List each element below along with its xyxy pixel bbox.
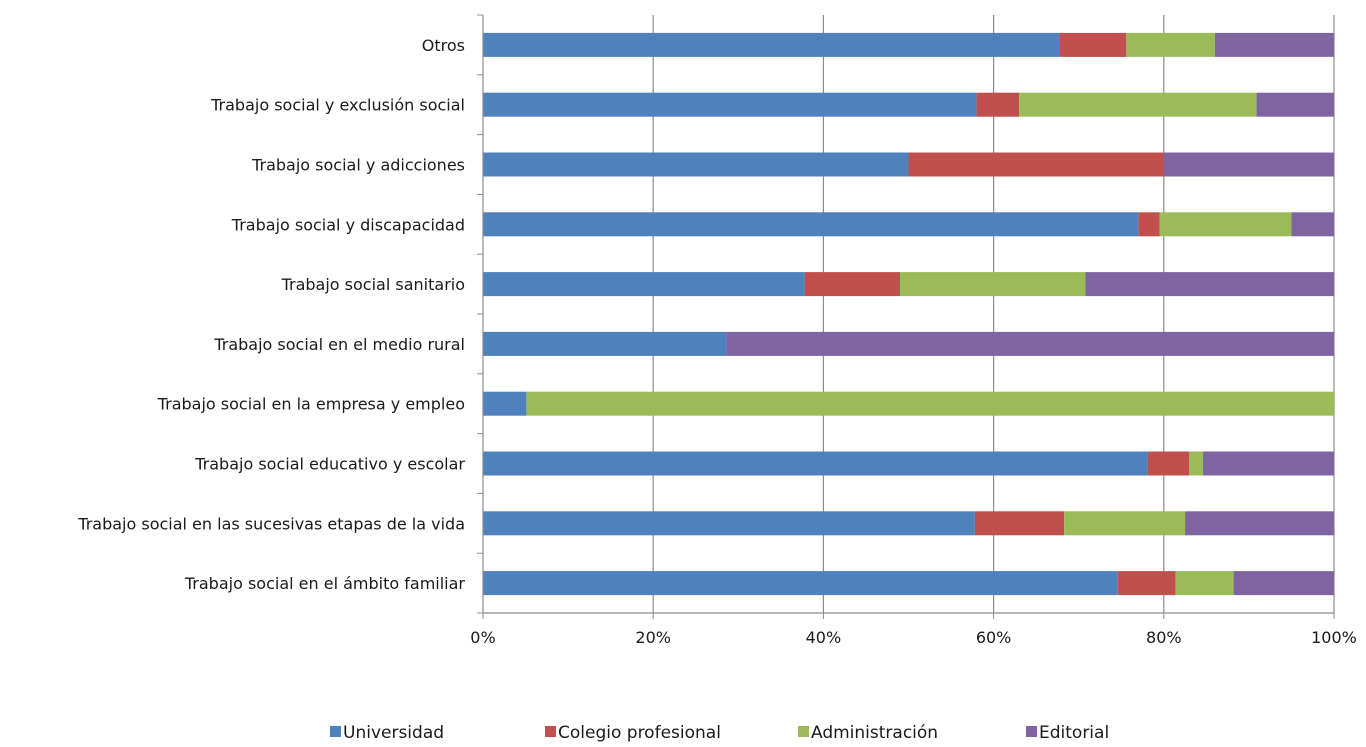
bar-segment	[1059, 32, 1127, 57]
category-label: Trabajo social en el medio rural	[213, 335, 465, 354]
bar-segment	[483, 212, 1139, 237]
bar-segment	[1175, 571, 1234, 596]
bar-segment	[1117, 571, 1176, 596]
bar-segment	[726, 331, 1334, 356]
bar-segment	[804, 272, 900, 297]
category-label: Trabajo social y discapacidad	[231, 215, 465, 234]
bar-segment	[1189, 451, 1203, 476]
category-label: Trabajo social y exclusión social	[210, 96, 465, 115]
bar-segment	[899, 272, 1086, 297]
bar-segment	[483, 92, 977, 117]
bar-segment	[976, 92, 1020, 117]
bar-segment	[1147, 451, 1190, 476]
bar-segment	[974, 511, 1065, 536]
bar-segment	[1085, 272, 1334, 297]
category-labels: Trabajo social en el ámbito familiar Trab…	[77, 36, 465, 593]
bar-segment	[1233, 571, 1334, 596]
bar-segment	[526, 391, 1334, 416]
category-label: Trabajo social sanitario	[281, 275, 465, 294]
x-tick-label: 60%	[976, 628, 1012, 647]
category-label: Trabajo social en las sucesivas etapas d…	[77, 514, 465, 533]
bar-segment	[483, 32, 1060, 57]
bar-segment	[1138, 212, 1160, 237]
bar-segment	[908, 152, 1164, 177]
bar-segment	[483, 152, 909, 177]
bars	[483, 32, 1334, 596]
legend-label: Editorial	[1039, 723, 1109, 743]
legend-swatch	[798, 726, 809, 737]
bar-segment	[1019, 92, 1257, 117]
category-label: Trabajo social y adicciones	[251, 156, 465, 175]
bar-segment	[1064, 511, 1186, 536]
legend-label: Administración	[811, 723, 938, 743]
bar-segment	[1256, 92, 1334, 117]
legend-swatch	[1026, 726, 1037, 737]
bar-segment	[1163, 152, 1334, 177]
legend-label: Universidad	[343, 723, 444, 743]
bar-segment	[1202, 451, 1334, 476]
bar-segment	[483, 391, 527, 416]
x-tick-label: 40%	[806, 628, 842, 647]
category-label: Trabajo social en el ámbito familiar	[184, 574, 466, 593]
bar-segment	[1185, 511, 1334, 536]
category-label: Trabajo social en la empresa y empleo	[157, 395, 465, 414]
bar-segment	[1214, 32, 1334, 57]
legend-swatch	[330, 726, 341, 737]
x-tick-labels: 0% 20% 40% 60% 80% 100%	[470, 628, 1357, 647]
bar-segment	[483, 511, 975, 536]
bar-segment	[483, 272, 805, 297]
bar-segment	[483, 451, 1148, 476]
category-label: Trabajo social educativo y escolar	[194, 455, 465, 474]
bar-segment	[1291, 212, 1334, 237]
x-tick-label: 0%	[470, 628, 495, 647]
bar-segment	[1159, 212, 1292, 237]
category-label: Otros	[422, 36, 465, 55]
legend-swatch	[545, 726, 556, 737]
legend-label: Colegio profesional	[558, 723, 721, 743]
x-tick-label: 20%	[635, 628, 671, 647]
bar-segment	[1126, 32, 1215, 57]
x-tick-label: 100%	[1311, 628, 1357, 647]
bar-segment	[483, 571, 1118, 596]
bar-segment	[483, 331, 727, 356]
legend: Universidad Colegio profesional Administra…	[330, 723, 1109, 743]
axes	[477, 14, 1335, 619]
x-tick-label: 80%	[1146, 628, 1182, 647]
